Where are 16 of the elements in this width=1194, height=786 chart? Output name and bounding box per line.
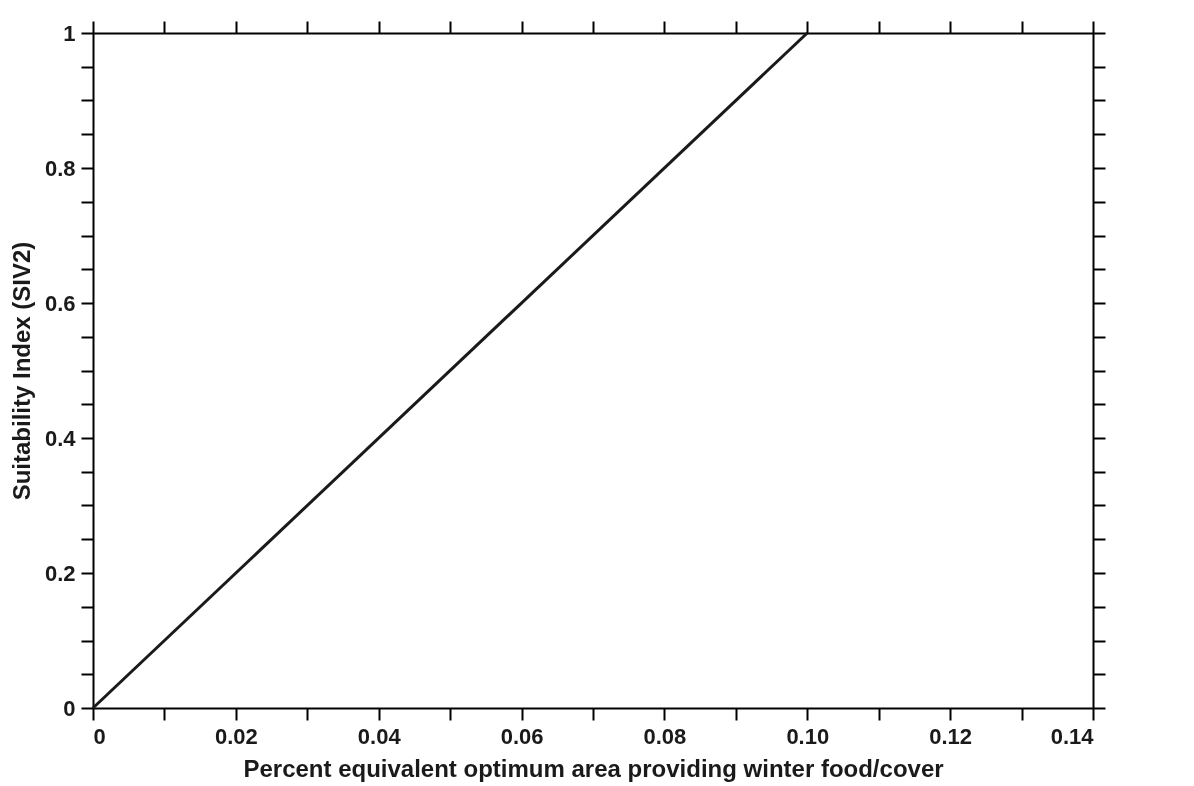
x-tick-label: 0.12	[929, 723, 973, 749]
x-tick-label: 0	[93, 723, 106, 749]
x-tick-label: 0.10	[786, 723, 830, 749]
y-tick-label: 0.6	[44, 290, 76, 316]
y-tick-label: 0.4	[44, 425, 77, 451]
x-axis-title: Percent equivalent optimum area providing winter food/cover	[243, 754, 944, 782]
x-tick-label: 0.04	[357, 723, 402, 749]
x-tick-label: 0.14	[1050, 723, 1095, 749]
y-tick-label: 0.8	[44, 155, 76, 181]
x-tick-label: 0.02	[214, 723, 258, 749]
y-axis-title: Suitability Index (SIV2)	[7, 241, 35, 501]
x-tick-label: 0.06	[500, 723, 544, 749]
y-tick-label: 1	[63, 20, 76, 46]
y-tick-label: 0	[63, 695, 76, 721]
y-tick-label: 0.2	[44, 560, 76, 586]
x-tick-label: 0.08	[643, 723, 687, 749]
